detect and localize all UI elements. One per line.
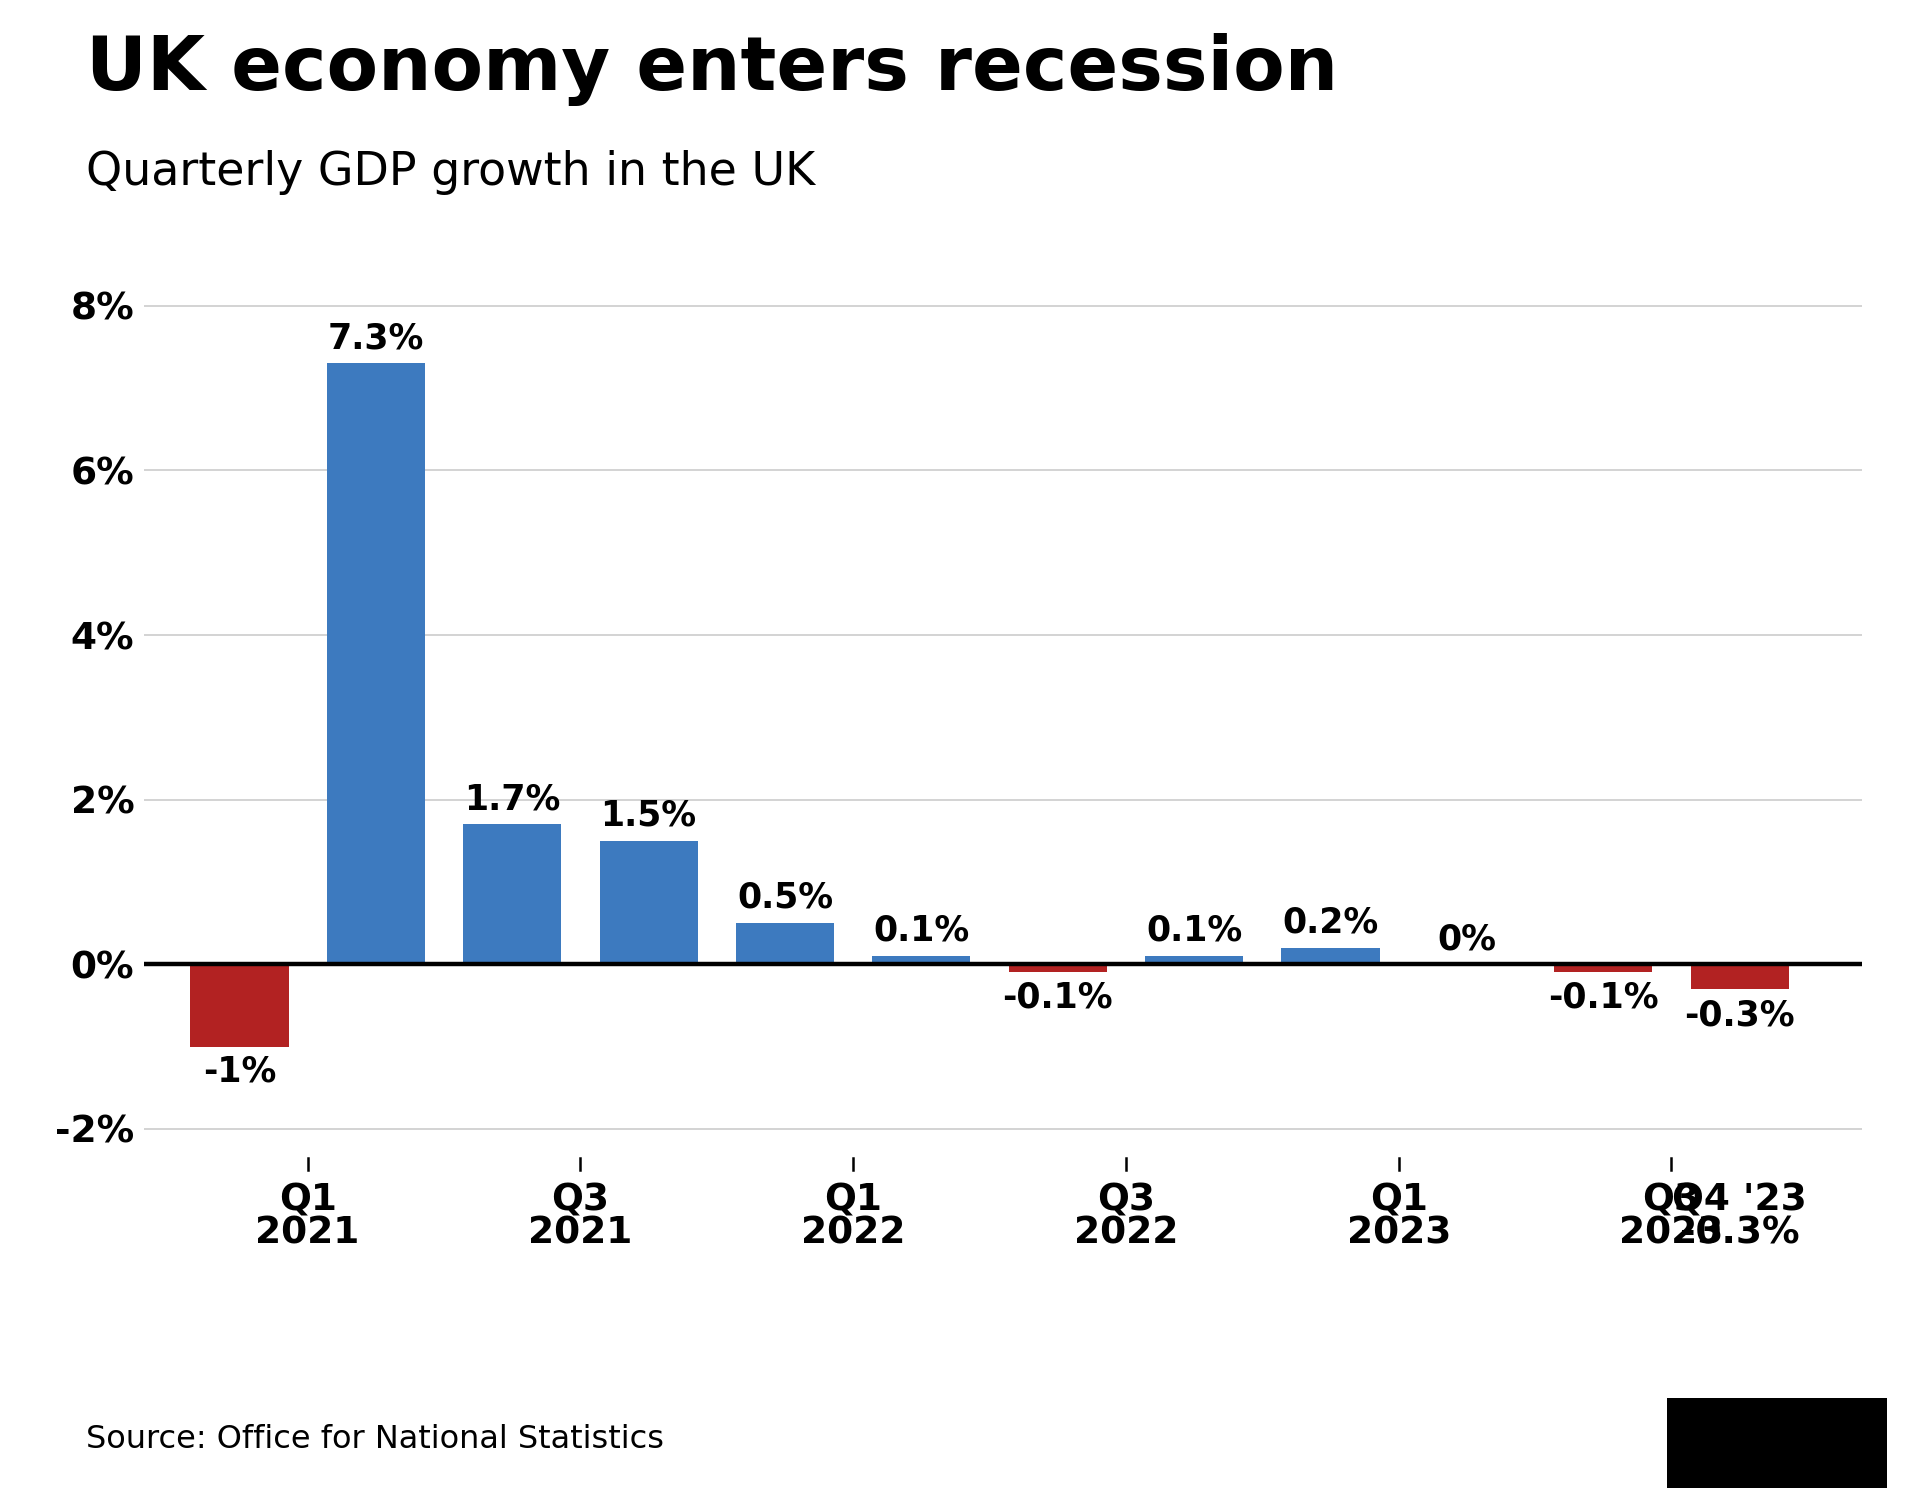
FancyBboxPatch shape: [1743, 1404, 1809, 1482]
Bar: [1008, 964, 1106, 972]
Text: Q3: Q3: [1642, 1182, 1701, 1218]
Text: -0.1%: -0.1%: [1002, 981, 1114, 1014]
Text: 2023: 2023: [1346, 1215, 1452, 1251]
Text: Q1: Q1: [824, 1182, 881, 1218]
Bar: [1553, 964, 1653, 972]
Text: Q4 '23: Q4 '23: [1672, 1182, 1807, 1218]
Text: Q3: Q3: [551, 1182, 609, 1218]
Text: Quarterly GDP growth in the UK: Quarterly GDP growth in the UK: [86, 150, 816, 195]
Bar: [872, 956, 970, 964]
FancyBboxPatch shape: [1818, 1404, 1882, 1482]
Text: 1.5%: 1.5%: [601, 798, 697, 832]
Text: -0.1%: -0.1%: [1548, 981, 1659, 1014]
Text: 2021: 2021: [528, 1215, 632, 1251]
Text: B: B: [1764, 1426, 1789, 1460]
Bar: [1144, 956, 1244, 964]
Bar: [1690, 964, 1789, 988]
Bar: [326, 363, 424, 964]
Text: 2022: 2022: [801, 1215, 906, 1251]
Text: 7.3%: 7.3%: [328, 321, 424, 356]
Text: 0.1%: 0.1%: [1146, 914, 1242, 948]
Text: 1.7%: 1.7%: [465, 782, 561, 816]
Text: 0.2%: 0.2%: [1283, 906, 1379, 939]
Bar: [463, 825, 561, 964]
Text: -0.3%: -0.3%: [1680, 1215, 1799, 1251]
Text: 0.1%: 0.1%: [874, 914, 970, 948]
Text: Q1: Q1: [1369, 1182, 1428, 1218]
Text: UK economy enters recession: UK economy enters recession: [86, 33, 1338, 106]
Text: Q3: Q3: [1096, 1182, 1156, 1218]
Bar: [735, 922, 833, 964]
Text: 2021: 2021: [255, 1215, 359, 1251]
Text: B: B: [1690, 1426, 1716, 1460]
Text: 2023: 2023: [1619, 1215, 1724, 1251]
Bar: [599, 842, 697, 964]
Text: Source: Office for National Statistics: Source: Office for National Statistics: [86, 1424, 664, 1455]
Bar: [1281, 948, 1380, 964]
Text: -1%: -1%: [204, 1054, 276, 1089]
Text: Q1: Q1: [278, 1182, 336, 1218]
Text: 2022: 2022: [1073, 1215, 1179, 1251]
Text: -0.3%: -0.3%: [1684, 999, 1795, 1033]
FancyBboxPatch shape: [1670, 1404, 1736, 1482]
Bar: [190, 964, 288, 1047]
Text: 0%: 0%: [1438, 922, 1496, 956]
Text: C: C: [1837, 1426, 1862, 1460]
Text: 0.5%: 0.5%: [737, 880, 833, 915]
